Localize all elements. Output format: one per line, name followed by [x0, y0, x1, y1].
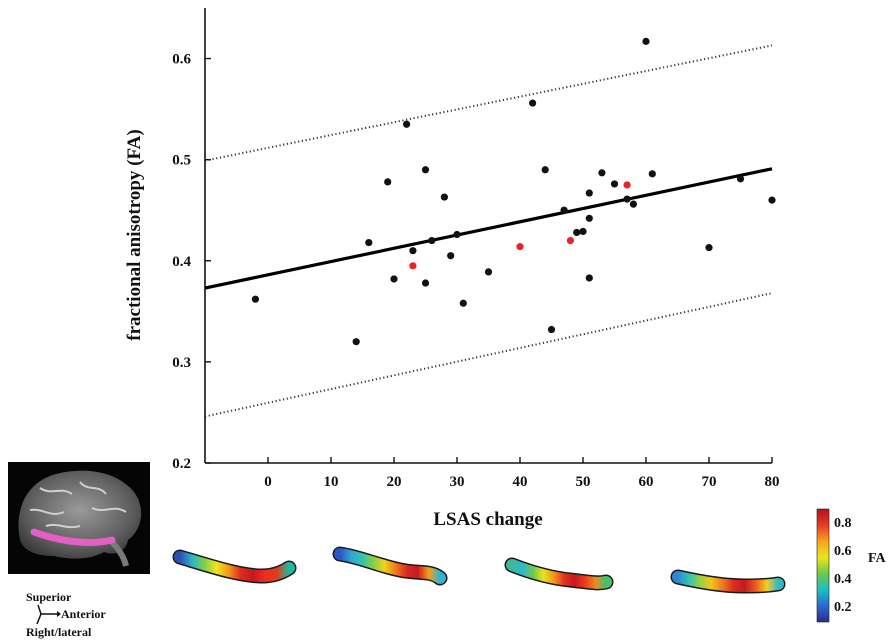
data-point [705, 244, 713, 252]
colorbar-tick-0.6: 0.6 [834, 544, 852, 559]
data-point [352, 338, 360, 346]
scatter-plot: 0.2 0.3 0.4 0.5 0.6 0 10 20 30 40 50 60 70 80 LSAS c… [124, 8, 780, 530]
y-tick-label: 0.3 [172, 355, 191, 371]
colorbar-label: FA [868, 551, 887, 566]
colorbar-bar [816, 508, 830, 623]
y-axis-title: fractional anisotropy (FA) [124, 129, 145, 340]
data-point [610, 180, 619, 188]
data-point [598, 169, 606, 177]
x-tick-label: 10 [324, 474, 339, 490]
x-axis-title: LSAS change [433, 509, 542, 530]
data-point [421, 166, 430, 174]
data-point [573, 228, 581, 237]
orientation-right-lateral: Right/lateral [26, 625, 92, 639]
data-point [585, 274, 593, 282]
x-tick-label: 50 [576, 474, 591, 490]
data-point-highlighted [409, 262, 417, 270]
data-point-highlighted [566, 236, 575, 245]
data-point [585, 214, 593, 222]
orientation-legend: Superior Anterior Right/lateral [26, 590, 106, 639]
y-ticks: 0.2 0.3 0.4 0.5 0.6 [172, 52, 211, 472]
data-point [648, 170, 656, 178]
data-point [447, 252, 455, 260]
data-point [629, 200, 638, 208]
orientation-anterior: Anterior [61, 607, 106, 621]
data-point [440, 193, 448, 201]
data-point [642, 37, 650, 45]
x-tick-label: 20 [387, 474, 402, 490]
data-point [428, 236, 436, 245]
x-tick-label: 60 [639, 474, 654, 490]
data-points [251, 37, 776, 346]
x-tick-label: 80 [765, 474, 780, 490]
x-tick-label: 70 [702, 474, 717, 490]
data-point-highlighted [516, 243, 524, 251]
y-tick-label: 0.2 [172, 456, 191, 472]
colorbar-tick-0.4: 0.4 [834, 572, 852, 587]
data-point [484, 268, 493, 276]
data-point [384, 178, 392, 186]
x-ticks: 0 10 20 30 40 50 60 70 80 [264, 457, 780, 490]
colorbar-tick-0.8: 0.8 [834, 516, 852, 531]
y-tick-label: 0.4 [172, 254, 191, 270]
brain-sagittal-image [8, 462, 150, 574]
x-tick-label: 0 [264, 474, 272, 490]
data-point-highlighted [623, 181, 631, 189]
y-tick-label: 0.5 [172, 153, 191, 169]
data-point [390, 275, 398, 283]
data-point [421, 279, 430, 287]
data-point [579, 227, 587, 236]
data-point [560, 206, 568, 214]
data-point [453, 230, 461, 239]
arrow-lateral-icon [36, 613, 42, 625]
data-point [409, 247, 417, 255]
data-point [768, 196, 776, 204]
fa-colorbar: 0.8 0.6 0.4 0.2 FA [816, 508, 887, 623]
tract-renderings [172, 546, 786, 594]
y-tick-label: 0.6 [172, 52, 191, 68]
data-point [585, 189, 593, 197]
data-point [459, 299, 467, 307]
data-point [547, 325, 556, 334]
regression-line [204, 167, 773, 290]
confidence-band-upper [204, 44, 773, 162]
colorbar-tick-0.2: 0.2 [834, 600, 852, 615]
data-point [365, 238, 373, 247]
orientation-superior: Superior [26, 590, 72, 604]
data-point [251, 295, 259, 303]
data-point [403, 120, 411, 128]
confidence-band-lower [204, 292, 773, 418]
x-tick-label: 40 [513, 474, 528, 490]
x-tick-label: 30 [450, 474, 465, 490]
data-point [541, 166, 549, 174]
data-point [623, 195, 631, 203]
data-point [736, 175, 745, 183]
arrow-superior-icon [37, 604, 42, 615]
data-point [529, 99, 537, 107]
